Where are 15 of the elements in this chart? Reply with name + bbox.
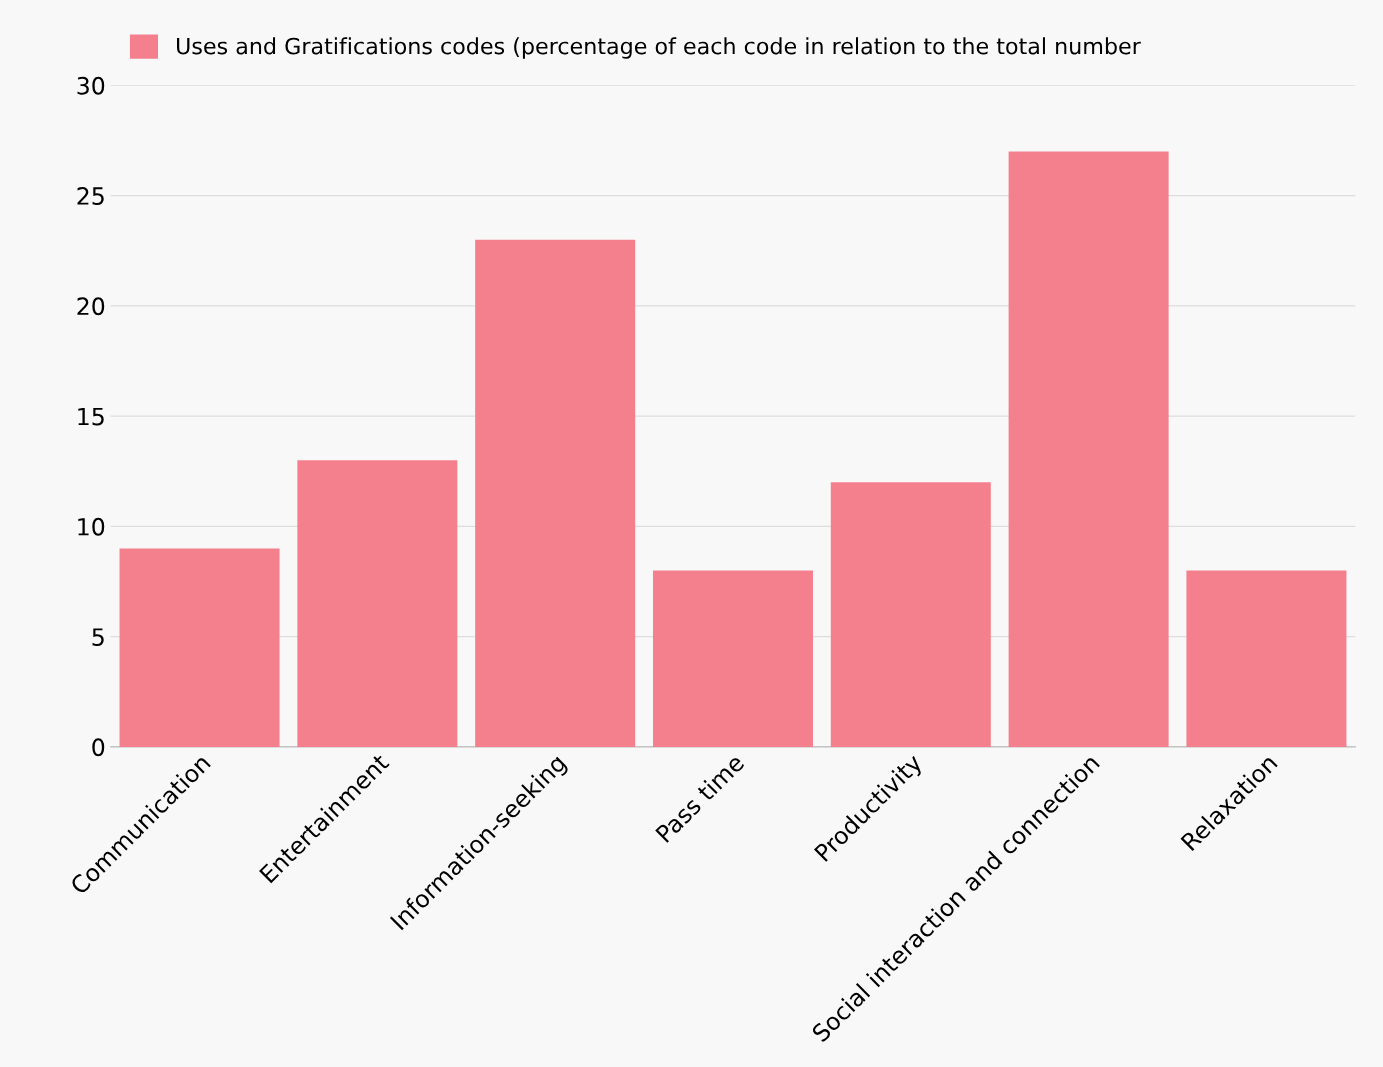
legend-label: Uses and Gratifications codes (percentage of each code in relation to the total number <box>177 37 1141 59</box>
bar <box>119 548 280 747</box>
bar <box>297 460 458 747</box>
y-tick-label: 5 <box>92 628 104 646</box>
bar <box>830 482 991 747</box>
y-tick-label: 25 <box>77 187 104 205</box>
bar <box>1186 570 1347 747</box>
y-tick-label: 15 <box>78 407 104 426</box>
y-tick-label: 20 <box>77 297 105 316</box>
y-tick-label: 30 <box>77 76 105 95</box>
bar <box>652 570 814 747</box>
y-tick-label: 0 <box>92 738 105 757</box>
bar <box>1008 151 1169 747</box>
y-tick-label: 10 <box>78 517 105 536</box>
bar <box>475 239 636 747</box>
